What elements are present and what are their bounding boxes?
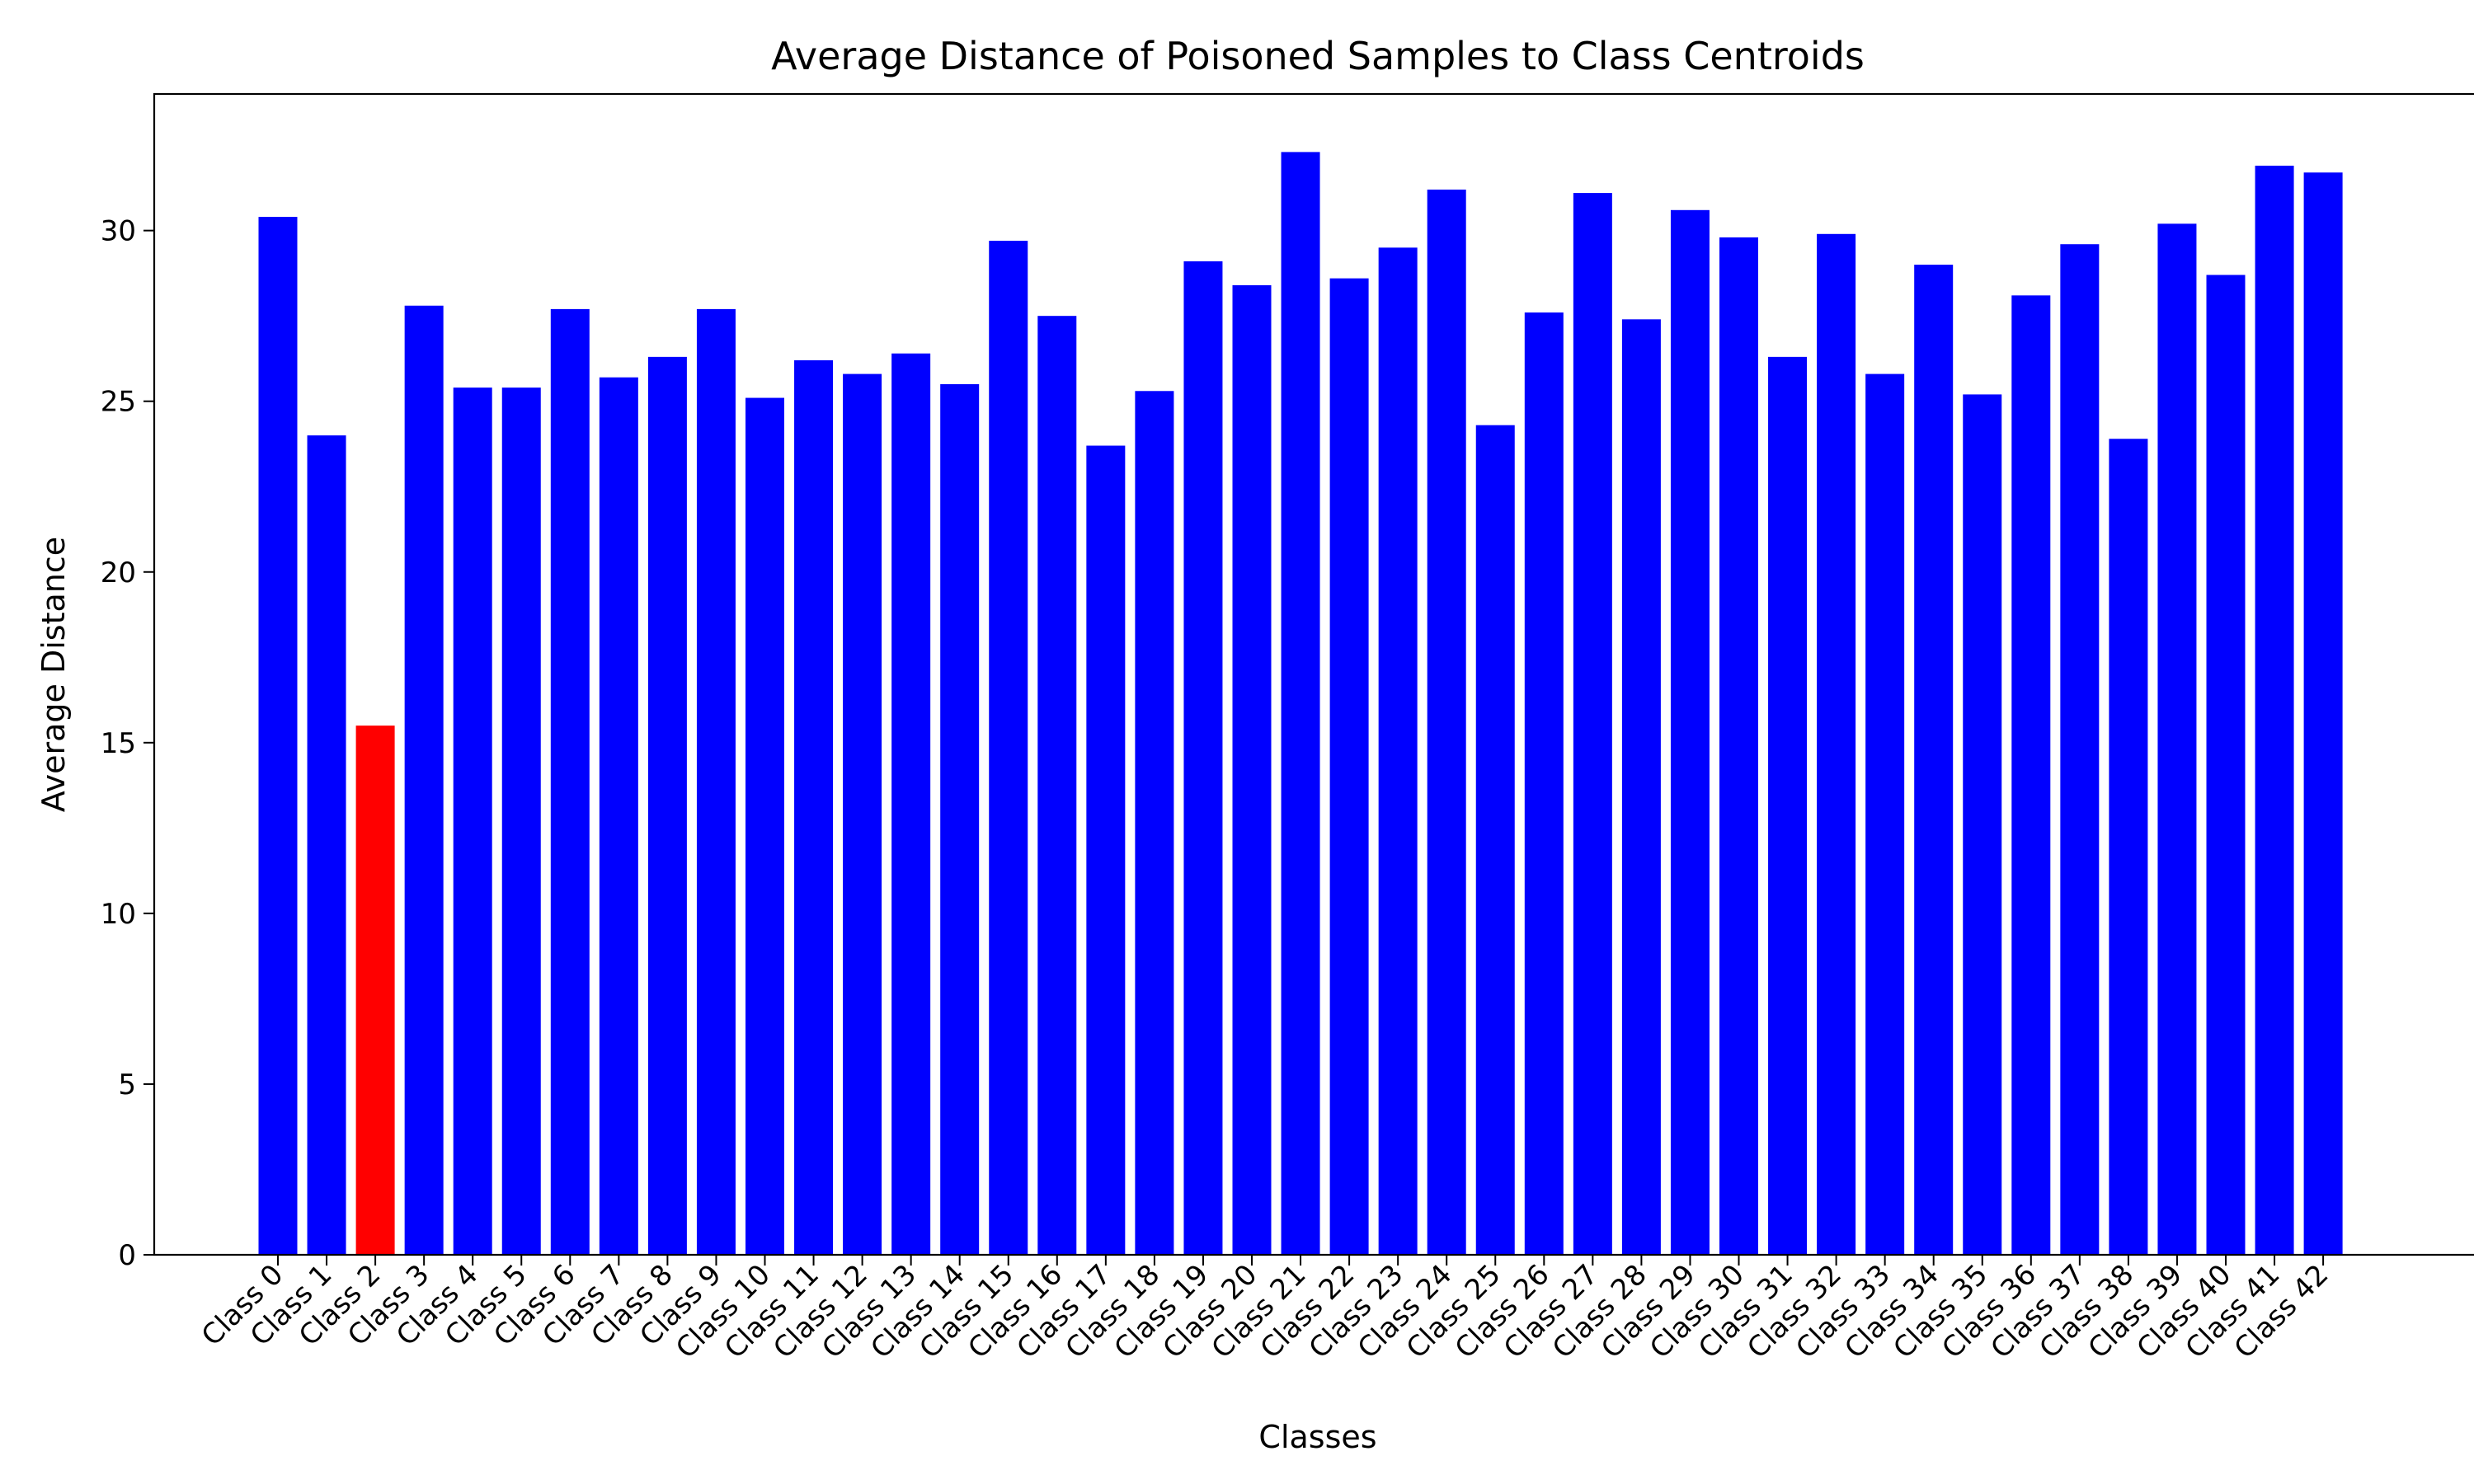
bar-3 [404,305,444,1255]
bar-10 [745,397,784,1255]
bar-12 [843,373,882,1256]
bar-11 [794,360,834,1255]
bar-8 [647,356,687,1255]
bar-23 [1378,247,1418,1256]
bar-35 [1963,394,2002,1255]
bar-24 [1427,189,1466,1256]
bar-1 [307,435,346,1255]
y-tick-label-3: 15 [101,727,136,760]
bar-37 [2060,244,2100,1256]
bar-25 [1475,425,1515,1255]
y-tick-label-2: 10 [101,898,136,931]
bar-28 [1621,319,1661,1255]
bar-7 [599,377,638,1256]
bar-34 [1914,265,1954,1255]
y-tick-label-4: 20 [101,556,136,589]
bar-26 [1524,312,1564,1255]
plot-frame [153,92,2474,1256]
bar-14 [940,384,980,1255]
y-tick-label-6: 30 [101,215,136,248]
bar-30 [1719,237,1758,1256]
bar-18 [1135,391,1174,1255]
y-tick-label-0: 0 [118,1239,136,1272]
y-tick-label-5: 25 [101,386,136,419]
bar-32 [1817,233,1856,1255]
bar-16 [1037,316,1077,1256]
bar-22 [1329,278,1369,1255]
bar-40 [2206,275,2246,1256]
bar-38 [2109,439,2148,1255]
bar-31 [1768,356,1808,1255]
bar-2 [355,726,395,1255]
bar-9 [696,308,736,1255]
bar-5 [501,387,541,1255]
bar-36 [2011,295,2051,1256]
bar-17 [1086,445,1126,1255]
y-tick-label-1: 5 [118,1068,136,1101]
bar-4 [453,387,492,1255]
bar-15 [989,241,1028,1255]
bar-29 [1670,209,1710,1255]
bar-0 [258,217,298,1256]
bars [258,152,2343,1256]
bar-19 [1183,261,1223,1255]
y-axis-label: Average Distance [35,537,72,812]
bar-27 [1573,193,1612,1256]
y-axis-ticks: 0 5 10 15 20 25 30 [101,215,154,1272]
bar-39 [2157,223,2197,1255]
bar-21 [1281,152,1320,1255]
bar-13 [891,353,931,1256]
bar-6 [550,308,590,1255]
x-axis-label: Classes [1258,1419,1376,1455]
chart-title: Average Distance of Poisoned Samples to … [771,34,1865,78]
bar-42 [2303,172,2343,1255]
bar-41 [2255,165,2294,1256]
bar-20 [1232,284,1272,1255]
bar-33 [1865,373,1905,1256]
